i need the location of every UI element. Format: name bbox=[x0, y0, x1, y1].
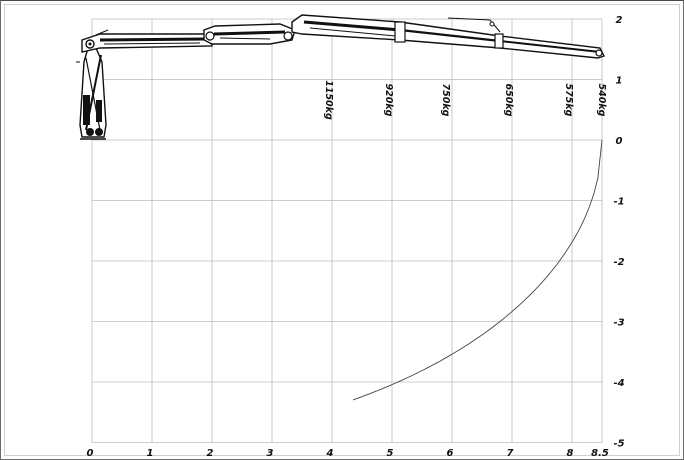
outer-boom bbox=[291, 14, 605, 59]
x-tick-label: 3 bbox=[267, 448, 274, 459]
y-tick-label: -1 bbox=[613, 197, 624, 208]
y-tick-label: -5 bbox=[613, 439, 624, 450]
reach-arc bbox=[352, 139, 603, 401]
x-tick-label: 1 bbox=[147, 448, 154, 459]
knuckle-section bbox=[203, 23, 296, 45]
x-tick-label: 2 bbox=[207, 448, 214, 459]
reach-arc-layer bbox=[352, 139, 603, 401]
x-tick-label: 7 bbox=[507, 448, 514, 459]
x-tick-label: 0 bbox=[87, 448, 94, 459]
x-tick-label: 8.5 bbox=[591, 448, 609, 459]
y-tick-label: -4 bbox=[613, 378, 624, 389]
load-rating-label: 540kg bbox=[596, 84, 607, 117]
x-tick-label: 4 bbox=[326, 448, 334, 459]
load-rating-label: 575kg bbox=[563, 84, 574, 117]
crane-boom-drawing bbox=[76, 14, 605, 140]
main-boom bbox=[81, 29, 213, 53]
x-tick-label: 8 bbox=[567, 448, 574, 459]
y-tick-label: 1 bbox=[616, 76, 623, 87]
x-tick-label: 6 bbox=[447, 448, 454, 459]
load-rating-labels: 1150kg 920kg 750kg 650kg 575kg 540kg bbox=[323, 80, 607, 120]
y-axis-ticks: 2 1 0 -1 -2 -3 -4 -5 bbox=[613, 15, 624, 450]
x-axis-ticks: 0 1 2 3 4 5 6 7 8 8.5 bbox=[87, 448, 609, 459]
y-tick-label: 0 bbox=[616, 136, 623, 147]
load-rating-label: 920kg bbox=[383, 84, 394, 117]
x-tick-label: 5 bbox=[387, 448, 394, 459]
crane-column bbox=[76, 47, 107, 140]
y-tick-label: -2 bbox=[613, 257, 624, 268]
grid bbox=[91, 18, 603, 443]
y-tick-label: 2 bbox=[616, 15, 623, 26]
y-tick-label: -3 bbox=[613, 318, 624, 329]
figure-frame-inner bbox=[4, 4, 680, 456]
load-rating-label: 1150kg bbox=[323, 80, 334, 120]
load-rating-label: 750kg bbox=[440, 84, 451, 117]
load-rating-label: 650kg bbox=[503, 84, 514, 117]
